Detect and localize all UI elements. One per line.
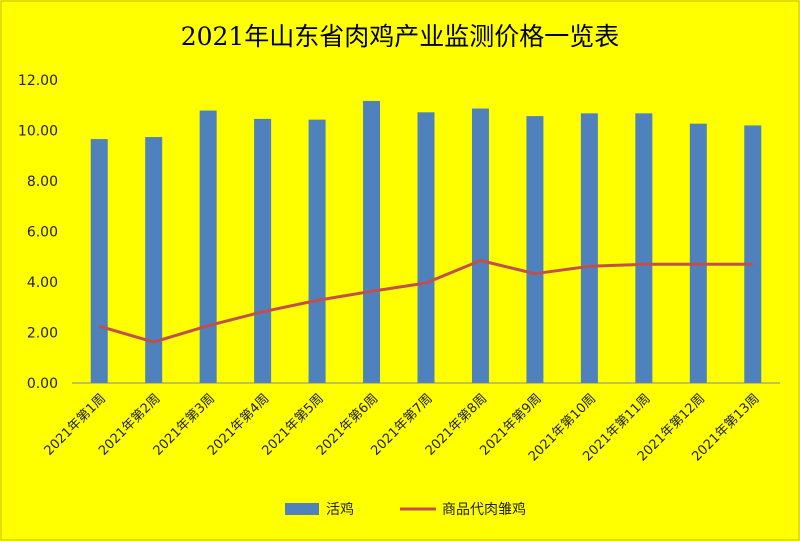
legend-label-line: 商品代肉雏鸡	[442, 501, 526, 518]
chart-title: 2021年山东省肉鸡产业监测价格一览表	[181, 22, 620, 51]
bar	[145, 137, 163, 383]
bar	[689, 123, 707, 384]
bar	[417, 112, 435, 383]
bar	[580, 113, 598, 383]
bar-series	[90, 100, 762, 384]
y-tick-label: 8.00	[27, 174, 58, 190]
legend: 活鸡 商品代肉雏鸡	[285, 501, 526, 518]
line-series	[98, 259, 753, 344]
bar	[199, 110, 217, 384]
bar	[90, 139, 108, 383]
y-tick-label: 6.00	[27, 225, 58, 241]
bar	[526, 116, 544, 384]
bar	[744, 125, 762, 383]
y-tick-label: 0.00	[27, 376, 58, 392]
legend-label-bar: 活鸡	[326, 501, 354, 518]
bar	[308, 119, 326, 383]
y-tick-label: 12.00	[18, 73, 58, 89]
series-line	[98, 259, 753, 344]
legend-swatch-bar	[285, 503, 319, 515]
bar	[471, 108, 489, 383]
y-tick-label: 4.00	[27, 275, 58, 291]
y-tick-label: 2.00	[27, 326, 58, 342]
bar	[363, 100, 381, 384]
y-tick-label: 10.00	[18, 124, 58, 140]
bar	[635, 113, 653, 383]
bar	[254, 118, 272, 383]
y-axis: 0.00 2.00 4.00 6.00 8.00 10.00 12.00	[18, 73, 58, 392]
